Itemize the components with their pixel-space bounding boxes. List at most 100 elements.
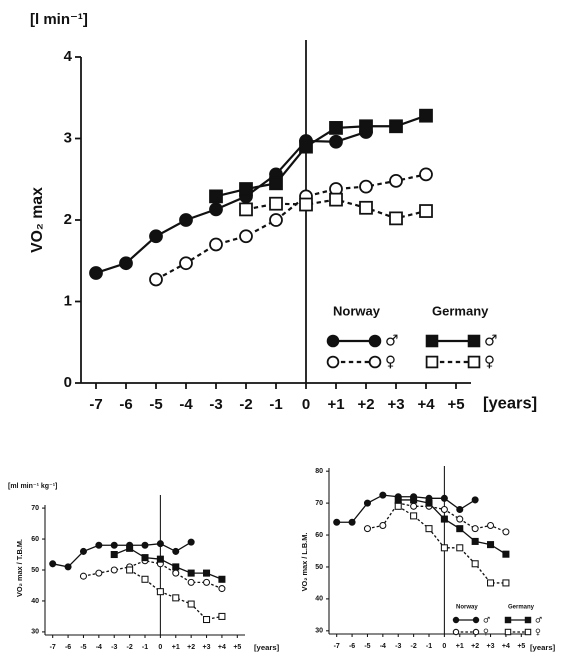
marker bbox=[156, 588, 164, 596]
marker bbox=[156, 540, 164, 548]
x-tick-label: -6 bbox=[349, 643, 355, 650]
marker bbox=[218, 575, 226, 583]
x-tick-label: -2 bbox=[239, 396, 252, 413]
series-line bbox=[397, 505, 506, 584]
legend-marker bbox=[524, 628, 532, 636]
marker bbox=[239, 229, 253, 244]
y-tick-label: 60 bbox=[31, 536, 39, 543]
series-line bbox=[83, 560, 223, 590]
marker bbox=[209, 202, 223, 217]
legend-marker bbox=[452, 628, 460, 636]
marker bbox=[172, 547, 180, 555]
marker bbox=[363, 499, 371, 507]
x-tick-label: 0 bbox=[302, 396, 310, 413]
marker bbox=[172, 569, 180, 577]
y-tick-label: 40 bbox=[31, 598, 39, 605]
y-unit: [ml min⁻¹ kg⁻¹] bbox=[8, 483, 57, 490]
marker bbox=[359, 200, 373, 215]
marker bbox=[218, 612, 226, 620]
x-tick-label: -7 bbox=[334, 643, 340, 650]
y-tick-label: 30 bbox=[315, 628, 323, 635]
marker bbox=[389, 174, 403, 188]
marker bbox=[363, 525, 371, 533]
marker bbox=[187, 600, 195, 608]
marker bbox=[203, 569, 211, 577]
x-tick-label: -1 bbox=[142, 644, 148, 651]
y-tick-label: 80 bbox=[315, 468, 323, 475]
marker bbox=[379, 491, 387, 499]
x-tick-label: -4 bbox=[179, 396, 193, 413]
marker bbox=[410, 502, 418, 510]
marker bbox=[329, 121, 343, 135]
marker bbox=[440, 544, 448, 552]
marker bbox=[425, 525, 433, 533]
legend-marker bbox=[472, 616, 480, 624]
x-tick-label: -5 bbox=[149, 396, 162, 413]
series-line bbox=[52, 541, 192, 568]
legend-label: ♀ bbox=[385, 353, 396, 371]
x-tick-label: -5 bbox=[364, 643, 370, 650]
marker bbox=[269, 176, 283, 191]
legend-label: ♂ bbox=[484, 332, 497, 350]
legend-marker bbox=[467, 334, 481, 348]
marker bbox=[456, 505, 464, 514]
x-tick-label: +1 bbox=[172, 644, 180, 651]
x-tick-label: +2 bbox=[357, 396, 374, 413]
marker bbox=[348, 518, 356, 526]
x-unit: [years] bbox=[254, 643, 280, 652]
x-tick-label: -5 bbox=[80, 644, 86, 651]
marker bbox=[502, 528, 510, 536]
marker bbox=[218, 585, 226, 593]
y-tick-label: 70 bbox=[31, 505, 39, 512]
x-tick-label: +1 bbox=[456, 643, 464, 650]
marker bbox=[209, 189, 223, 204]
marker bbox=[209, 237, 223, 252]
legend-label: ♀ bbox=[535, 628, 541, 637]
y-tick-label: 40 bbox=[315, 596, 323, 603]
marker bbox=[471, 560, 479, 568]
x-unit: [years] bbox=[483, 394, 537, 412]
x-tick-label: -6 bbox=[119, 396, 132, 413]
marker bbox=[156, 555, 164, 563]
marker bbox=[110, 566, 118, 574]
legend-label: ♂ bbox=[535, 616, 542, 625]
x-tick-label: +4 bbox=[502, 643, 510, 650]
x-tick-label: -3 bbox=[209, 396, 222, 413]
legend-marker bbox=[524, 616, 532, 624]
legend-marker bbox=[425, 334, 439, 348]
marker bbox=[79, 572, 87, 580]
marker bbox=[359, 179, 373, 194]
legend-marker bbox=[504, 628, 512, 636]
marker bbox=[410, 512, 418, 520]
legend-group: Germany bbox=[432, 303, 489, 318]
marker bbox=[203, 578, 211, 586]
x-tick-label: -7 bbox=[89, 396, 102, 413]
y-tick-label: 3 bbox=[64, 129, 72, 146]
legend-marker bbox=[326, 334, 340, 348]
marker bbox=[179, 256, 193, 271]
legend-marker bbox=[452, 616, 460, 624]
y-axis-label: VO₂ max bbox=[29, 187, 46, 253]
y-tick-label: 50 bbox=[315, 564, 323, 571]
marker bbox=[299, 197, 313, 212]
marker bbox=[172, 594, 180, 602]
x-tick-label: +5 bbox=[447, 396, 464, 413]
x-tick-label: +4 bbox=[417, 396, 435, 413]
series-line bbox=[155, 173, 427, 281]
x-tick-label: -6 bbox=[65, 644, 71, 651]
marker bbox=[126, 544, 134, 552]
marker bbox=[394, 496, 402, 504]
marker bbox=[149, 272, 163, 287]
marker bbox=[49, 560, 57, 568]
marker bbox=[471, 537, 479, 545]
y-tick-label: 1 bbox=[64, 292, 72, 309]
legend-group: Germany bbox=[508, 605, 535, 611]
marker bbox=[487, 521, 495, 529]
marker bbox=[89, 266, 103, 280]
marker bbox=[410, 496, 418, 504]
marker bbox=[456, 544, 464, 552]
legend-marker bbox=[467, 355, 481, 369]
marker bbox=[79, 547, 87, 555]
marker bbox=[379, 521, 387, 529]
